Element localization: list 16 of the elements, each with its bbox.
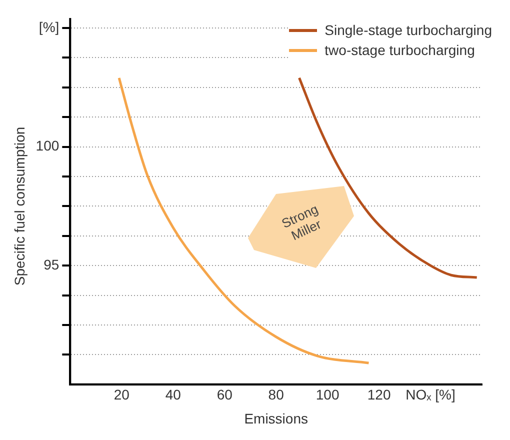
x-tick-label: 100 bbox=[316, 386, 340, 403]
x-tick-label: 20 bbox=[114, 386, 130, 403]
x-axis-title: Emissions bbox=[244, 410, 308, 426]
annotation: Strong Miller bbox=[278, 200, 324, 246]
x-tick-label: 60 bbox=[216, 386, 233, 403]
y-tick-label: 95 bbox=[44, 256, 60, 272]
legend-label: Single-stage turbocharging bbox=[324, 22, 492, 38]
line-series bbox=[118, 76, 370, 364]
x-tick-label: 120 bbox=[367, 386, 391, 403]
y-tick-label: 100 bbox=[36, 138, 60, 154]
legend-label: two-stage turbocharging bbox=[324, 42, 475, 58]
x-tick-label: 80 bbox=[268, 386, 284, 403]
x-tick-label: NOₓ [%] bbox=[406, 386, 456, 403]
y-axis-title: Specific fuel consumption bbox=[11, 126, 28, 286]
y-tick-label: [%] bbox=[38, 18, 60, 35]
x-tick-label: 40 bbox=[165, 386, 182, 403]
